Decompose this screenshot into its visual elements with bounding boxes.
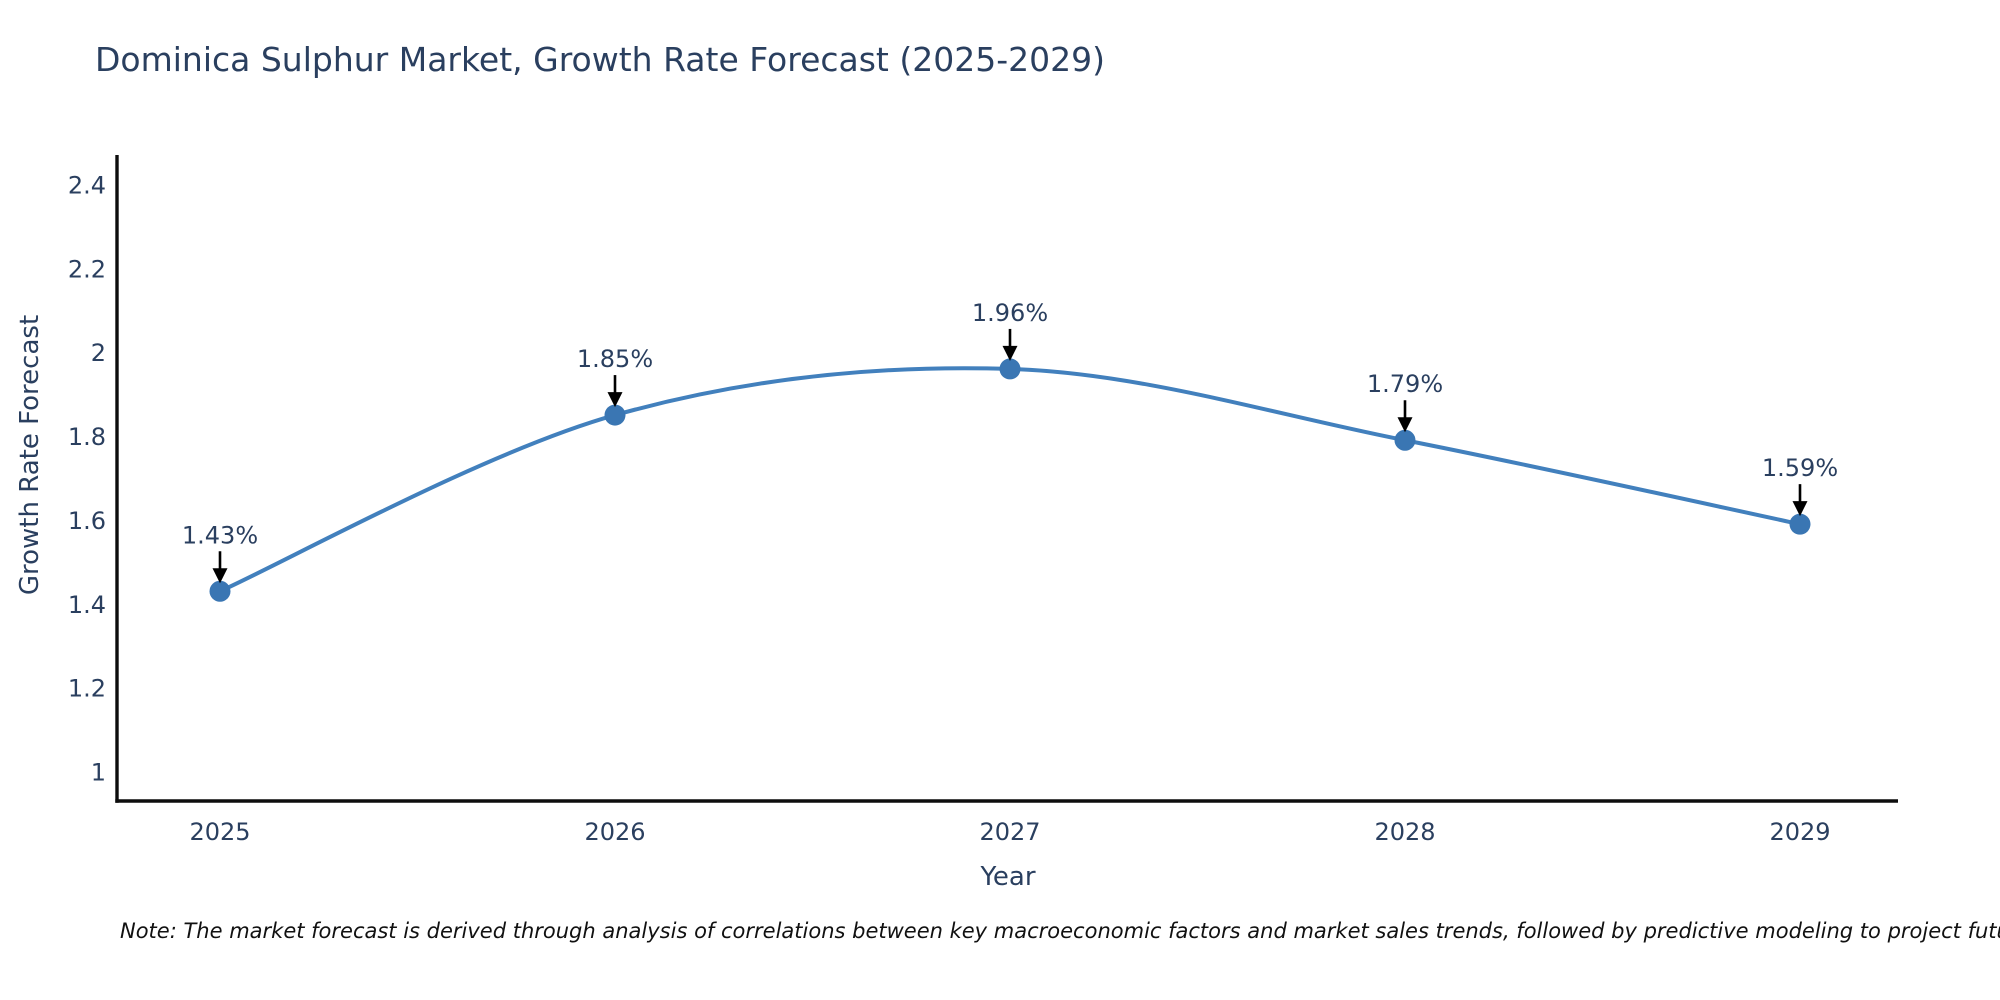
- x-tick-label: 2026: [584, 818, 645, 846]
- annotation-arrow-head: [1397, 417, 1413, 433]
- y-tick-label: 1: [91, 759, 106, 787]
- data-point-label: 1.59%: [1762, 454, 1838, 482]
- data-point-marker[interactable]: [604, 404, 626, 426]
- y-tick-label: 2: [91, 339, 106, 367]
- data-point-label: 1.79%: [1367, 370, 1443, 398]
- data-point-marker[interactable]: [1394, 429, 1416, 451]
- y-axis-title: Growth Rate Forecast: [15, 314, 45, 596]
- y-tick-label: 1.6: [68, 507, 106, 535]
- data-point-marker[interactable]: [999, 358, 1021, 380]
- chart-title: Dominica Sulphur Market, Growth Rate For…: [95, 40, 1105, 79]
- annotation-arrow-head: [1792, 501, 1808, 517]
- data-point-marker[interactable]: [1789, 513, 1811, 535]
- data-point-label: 1.85%: [577, 345, 653, 373]
- x-tick-label: 2025: [189, 818, 250, 846]
- data-point-label: 1.96%: [972, 299, 1048, 327]
- y-tick-label: 1.4: [68, 591, 106, 619]
- y-tick-label: 1.2: [68, 675, 106, 703]
- x-tick-label: 2029: [1769, 818, 1830, 846]
- annotation-arrow-head: [212, 568, 228, 584]
- trend-line: [218, 366, 1802, 594]
- data-point-label: 1.43%: [182, 521, 258, 549]
- y-tick-label: 2.2: [68, 255, 106, 283]
- data-point-marker[interactable]: [209, 580, 231, 602]
- y-tick-label: 2.4: [68, 171, 106, 199]
- x-tick-label: 2028: [1374, 818, 1435, 846]
- annotation-arrow-head: [1002, 345, 1018, 361]
- y-tick-label: 1.8: [68, 423, 106, 451]
- footnote: Note: The market forecast is derived thr…: [120, 919, 2000, 943]
- x-tick-label: 2027: [979, 818, 1040, 846]
- annotation-arrow-head: [607, 392, 623, 408]
- x-axis-title: Year: [980, 862, 1036, 892]
